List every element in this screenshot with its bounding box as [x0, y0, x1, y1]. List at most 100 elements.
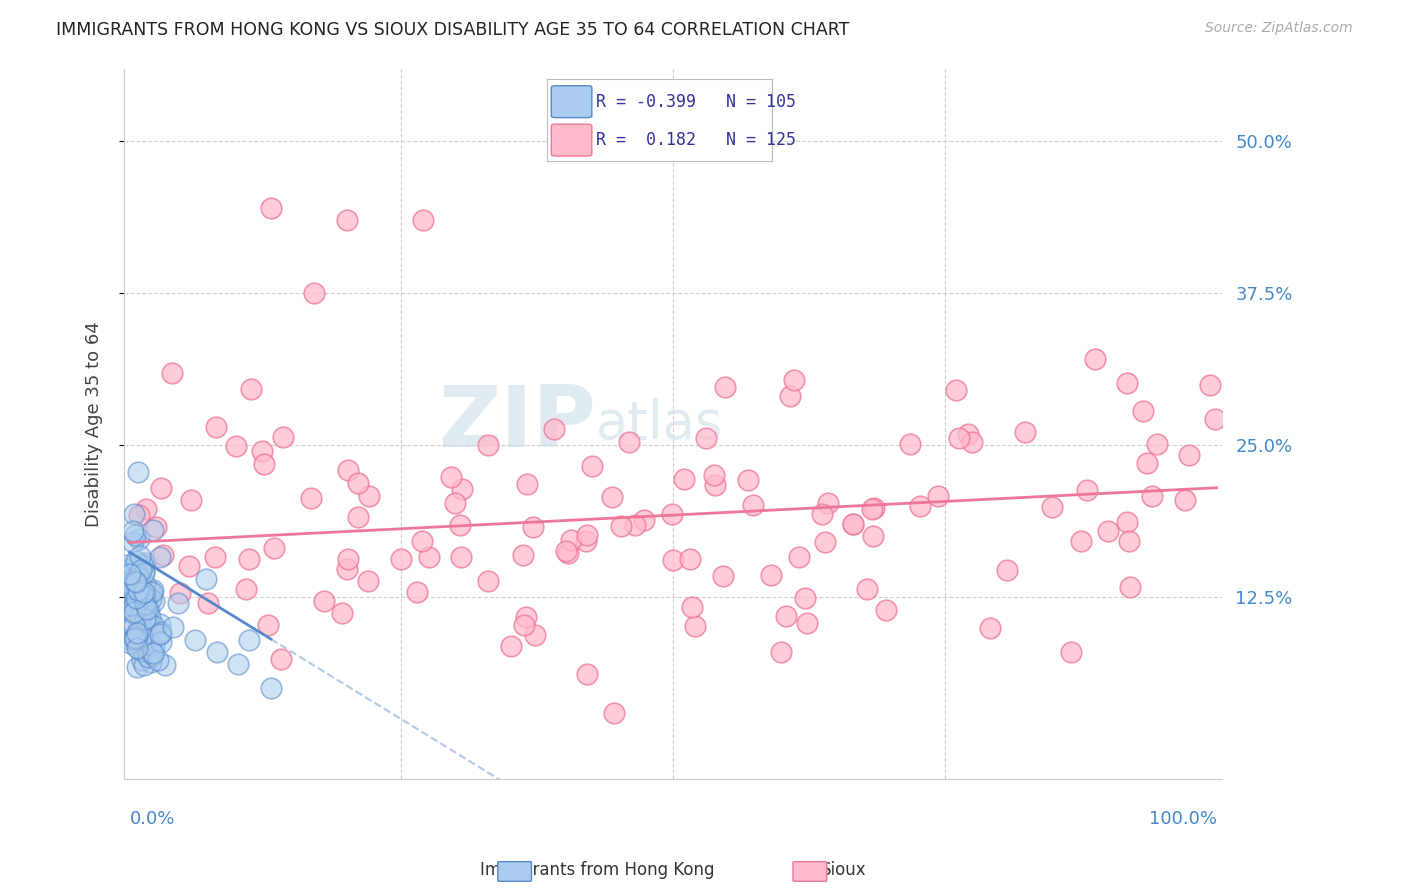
Point	[142, 523, 165, 537]
Point	[775, 609, 797, 624]
Point	[150, 481, 173, 495]
Point	[125, 586, 148, 600]
Point	[260, 681, 283, 696]
Point	[180, 493, 202, 508]
Point	[122, 632, 145, 646]
Point	[142, 646, 165, 660]
Point	[121, 535, 143, 549]
Point	[132, 558, 155, 572]
Point	[1084, 351, 1107, 366]
Point	[141, 655, 163, 669]
Point	[336, 562, 359, 576]
Point	[347, 509, 370, 524]
Point	[129, 574, 152, 588]
Point	[945, 383, 967, 397]
Point	[139, 585, 162, 599]
Point	[122, 618, 145, 632]
Point	[132, 564, 155, 578]
Point	[125, 554, 148, 568]
Point	[554, 544, 576, 558]
Point	[1142, 489, 1164, 503]
Point	[557, 546, 579, 560]
Point	[139, 610, 162, 624]
Point	[142, 582, 165, 597]
Point	[875, 602, 897, 616]
Point	[235, 582, 257, 596]
Point	[134, 641, 156, 656]
Point	[512, 548, 534, 562]
Point	[127, 628, 149, 642]
Point	[124, 591, 146, 606]
Point	[128, 641, 150, 656]
Point	[263, 541, 285, 555]
Point	[389, 552, 412, 566]
Point	[794, 591, 817, 606]
Point	[127, 574, 149, 589]
Point	[122, 587, 145, 601]
Point	[194, 572, 217, 586]
Point	[260, 201, 283, 215]
Point	[142, 594, 165, 608]
Point	[412, 213, 434, 227]
Point	[134, 597, 156, 611]
Point	[132, 566, 155, 581]
Point	[121, 618, 143, 632]
Point	[330, 606, 353, 620]
Point	[146, 652, 169, 666]
Point	[122, 605, 145, 619]
Y-axis label: Disability Age 35 to 64: Disability Age 35 to 64	[86, 321, 103, 527]
Point	[304, 286, 326, 301]
Point	[131, 643, 153, 657]
Point	[543, 422, 565, 436]
Point	[134, 597, 156, 611]
Point	[127, 641, 149, 656]
Point	[128, 625, 150, 640]
Point	[443, 496, 465, 510]
Point	[860, 502, 883, 516]
Point	[124, 579, 146, 593]
Point	[205, 645, 228, 659]
Point	[122, 576, 145, 591]
Point	[135, 593, 157, 607]
Point	[817, 496, 839, 510]
Point	[451, 482, 474, 496]
Point	[121, 578, 143, 592]
Point	[143, 640, 166, 655]
Point	[759, 568, 782, 582]
Point	[575, 533, 598, 548]
Point	[979, 622, 1001, 636]
Text: IMMIGRANTS FROM HONG KONG VS SIOUX DISABILITY AGE 35 TO 64 CORRELATION CHART: IMMIGRANTS FROM HONG KONG VS SIOUX DISAB…	[56, 21, 849, 38]
Point	[153, 657, 176, 672]
Point	[131, 587, 153, 601]
Point	[127, 660, 149, 674]
Text: ZIP: ZIP	[439, 383, 596, 466]
Point	[575, 667, 598, 681]
Point	[1116, 515, 1139, 529]
Point	[1204, 412, 1226, 426]
Point	[136, 615, 159, 629]
Point	[787, 550, 810, 565]
Point	[134, 576, 156, 591]
Point	[516, 477, 538, 491]
Point	[149, 616, 172, 631]
Point	[796, 615, 818, 630]
Point	[124, 574, 146, 588]
Point	[814, 535, 837, 549]
Point	[148, 549, 170, 564]
Point	[122, 606, 145, 620]
Point	[1119, 580, 1142, 594]
Point	[1014, 425, 1036, 439]
Point	[125, 575, 148, 590]
Point	[810, 507, 832, 521]
Point	[299, 491, 322, 506]
Point	[142, 619, 165, 633]
Point	[120, 605, 142, 619]
Point	[713, 380, 735, 394]
Point	[779, 389, 801, 403]
Point	[1097, 524, 1119, 539]
Point	[581, 458, 603, 473]
Point	[661, 552, 683, 566]
Point	[120, 577, 142, 591]
Point	[270, 652, 292, 666]
Point	[910, 499, 932, 513]
